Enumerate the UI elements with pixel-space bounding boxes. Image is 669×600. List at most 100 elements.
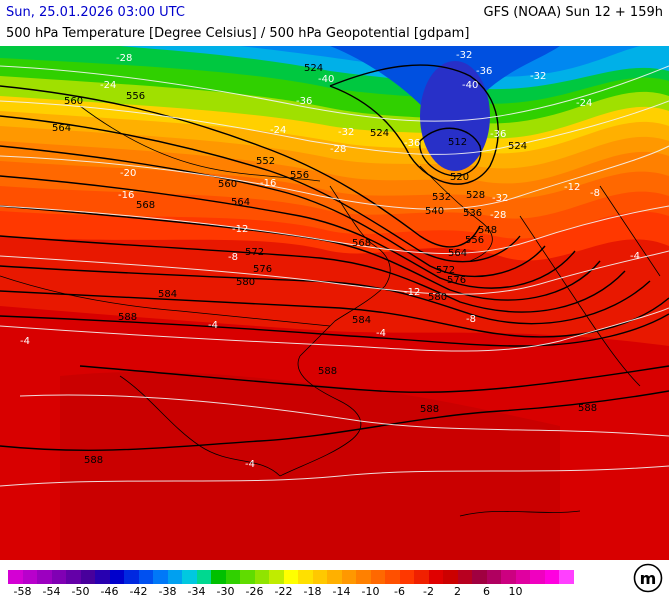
svg-text:-4: -4 — [208, 320, 218, 331]
svg-text:584: 584 — [158, 289, 177, 300]
svg-text:560: 560 — [218, 179, 237, 190]
legend-tick-label: -18 — [303, 585, 322, 598]
legend-swatch — [356, 570, 371, 584]
svg-text:-24: -24 — [270, 125, 286, 136]
svg-text:568: 568 — [352, 238, 371, 249]
weather-map: 524 560 556 564 552 556 560 564 568 568 … — [0, 46, 669, 560]
meteologix-logo-icon: m — [633, 563, 663, 593]
svg-text:-24: -24 — [576, 98, 592, 109]
svg-text:556: 556 — [126, 91, 145, 102]
svg-text:588: 588 — [578, 403, 597, 414]
svg-text:-4: -4 — [376, 328, 386, 339]
legend-swatch — [414, 570, 429, 584]
svg-text:-16: -16 — [118, 190, 134, 201]
legend-swatch — [283, 570, 298, 584]
legend-swatch — [37, 570, 52, 584]
parameter-title: 500 hPa Temperature [Degree Celsius] / 5… — [6, 26, 470, 41]
svg-text:-40: -40 — [318, 74, 334, 85]
model-run: GFS (NOAA) Sun 12 + 159h — [483, 5, 663, 20]
svg-text:-36: -36 — [296, 96, 312, 107]
legend-swatch — [515, 570, 530, 584]
svg-text:-32: -32 — [530, 71, 546, 82]
svg-text:564: 564 — [52, 123, 71, 134]
legend-swatch — [428, 570, 443, 584]
svg-text:524: 524 — [370, 128, 389, 139]
svg-text:-4: -4 — [20, 336, 30, 347]
legend-tick-label: 2 — [454, 585, 461, 598]
svg-text:-4: -4 — [630, 251, 640, 262]
legend-swatch — [298, 570, 313, 584]
svg-text:-32: -32 — [492, 193, 508, 204]
legend-tick-label: 6 — [483, 585, 490, 598]
svg-text:568: 568 — [136, 200, 155, 211]
svg-text:536: 536 — [463, 208, 482, 219]
legend-swatch — [182, 570, 197, 584]
legend-swatch — [167, 570, 182, 584]
legend-tick-label: -26 — [245, 585, 264, 598]
svg-text:588: 588 — [318, 366, 337, 377]
legend-tick-label: -54 — [42, 585, 61, 598]
legend-swatch — [80, 570, 95, 584]
svg-text:m: m — [640, 569, 657, 588]
svg-text:512: 512 — [448, 137, 467, 148]
temperature-labels: -28 -24 -40 -36 -32 -36 -40 -36 -32 -24 … — [20, 50, 640, 470]
svg-text:564: 564 — [448, 248, 467, 259]
legend-swatch — [225, 570, 240, 584]
svg-text:528: 528 — [466, 190, 485, 201]
legend-tick-label: -22 — [274, 585, 293, 598]
svg-text:-32: -32 — [338, 127, 354, 138]
map-header: Sun, 25.01.2026 03:00 UTC GFS (NOAA) Sun… — [0, 0, 669, 46]
svg-text:576: 576 — [253, 264, 272, 275]
svg-text:-8: -8 — [228, 252, 238, 263]
svg-text:520: 520 — [450, 172, 469, 183]
legend-swatch — [109, 570, 124, 584]
legend-tick-label: -6 — [394, 585, 405, 598]
legend-swatch — [327, 570, 342, 584]
svg-text:-36: -36 — [476, 66, 492, 77]
legend-swatch — [211, 570, 226, 584]
svg-text:-8: -8 — [466, 314, 476, 325]
svg-text:564: 564 — [231, 197, 250, 208]
svg-text:576: 576 — [447, 275, 466, 286]
svg-text:552: 552 — [256, 156, 275, 167]
legend-swatch — [544, 570, 559, 584]
legend-tick-label: -42 — [129, 585, 148, 598]
valid-time: Sun, 25.01.2026 03:00 UTC — [6, 5, 185, 20]
svg-text:-4: -4 — [245, 459, 255, 470]
legend-swatch — [559, 570, 574, 584]
legend-tick-label: -58 — [13, 585, 32, 598]
legend-swatch — [66, 570, 81, 584]
legend-color-bar — [8, 570, 574, 584]
legend-tick-label: -46 — [100, 585, 119, 598]
legend-swatch — [196, 570, 211, 584]
svg-text:584: 584 — [352, 315, 371, 326]
svg-text:548: 548 — [478, 225, 497, 236]
legend-tick-label: -34 — [187, 585, 206, 598]
legend-swatch — [501, 570, 516, 584]
legend-swatch — [385, 570, 400, 584]
svg-text:560: 560 — [64, 96, 83, 107]
legend-tick-label: -30 — [216, 585, 235, 598]
legend-tick-label: -50 — [71, 585, 90, 598]
svg-text:-12: -12 — [232, 224, 248, 235]
svg-text:524: 524 — [304, 63, 323, 74]
svg-text:532: 532 — [432, 192, 451, 203]
svg-text:-24: -24 — [100, 80, 116, 91]
legend-swatch — [95, 570, 110, 584]
legend-swatch — [254, 570, 269, 584]
svg-text:588: 588 — [420, 404, 439, 415]
legend-swatch — [240, 570, 255, 584]
svg-text:556: 556 — [465, 235, 484, 246]
svg-text:572: 572 — [245, 247, 264, 258]
legend-swatch — [457, 570, 472, 584]
svg-text:-16: -16 — [260, 178, 276, 189]
svg-text:-12: -12 — [404, 287, 420, 298]
legend-swatch — [341, 570, 356, 584]
svg-text:-20: -20 — [120, 168, 136, 179]
legend-swatch — [486, 570, 501, 584]
svg-text:580: 580 — [428, 292, 447, 303]
legend-swatch — [124, 570, 139, 584]
legend-swatch — [370, 570, 385, 584]
svg-text:580: 580 — [236, 277, 255, 288]
coastlines — [0, 105, 661, 517]
